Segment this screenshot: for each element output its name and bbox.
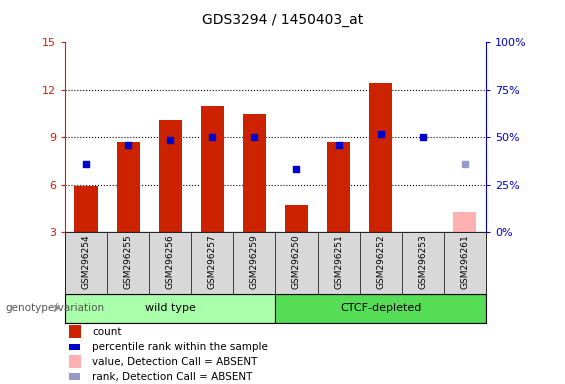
Bar — [69, 355, 81, 368]
Text: GSM296256: GSM296256 — [166, 234, 175, 289]
Bar — [327, 142, 350, 232]
Bar — [276, 294, 486, 323]
Bar — [69, 344, 80, 350]
Bar — [69, 325, 81, 338]
Bar — [369, 83, 392, 232]
Point — [124, 142, 133, 148]
Point — [292, 166, 301, 172]
Text: rank, Detection Call = ABSENT: rank, Detection Call = ABSENT — [92, 372, 253, 382]
Text: GDS3294 / 1450403_at: GDS3294 / 1450403_at — [202, 13, 363, 27]
Point — [460, 161, 470, 167]
Text: count: count — [92, 327, 122, 337]
Bar — [285, 205, 308, 232]
Point — [81, 161, 90, 167]
Text: CTCF-depleted: CTCF-depleted — [340, 303, 421, 313]
Text: GSM296250: GSM296250 — [292, 234, 301, 289]
Text: GSM296259: GSM296259 — [250, 234, 259, 289]
Text: GSM296252: GSM296252 — [376, 234, 385, 289]
Text: GSM296253: GSM296253 — [418, 234, 427, 289]
Bar — [201, 106, 224, 232]
Text: GSM296255: GSM296255 — [124, 234, 133, 289]
Text: genotype/variation: genotype/variation — [6, 303, 105, 313]
Point — [208, 134, 217, 141]
Point — [418, 134, 427, 141]
Bar — [75, 186, 98, 232]
Bar — [65, 294, 276, 323]
Text: value, Detection Call = ABSENT: value, Detection Call = ABSENT — [92, 357, 258, 367]
Point — [250, 134, 259, 141]
Point — [166, 137, 175, 144]
Bar — [116, 142, 140, 232]
Bar — [453, 212, 476, 232]
Text: GSM296254: GSM296254 — [81, 234, 90, 289]
Bar — [69, 373, 80, 380]
Text: wild type: wild type — [145, 303, 195, 313]
Text: GSM296261: GSM296261 — [460, 234, 470, 289]
Text: GSM296257: GSM296257 — [208, 234, 217, 289]
Text: percentile rank within the sample: percentile rank within the sample — [92, 342, 268, 352]
Bar — [159, 120, 182, 232]
Point — [334, 142, 343, 148]
Point — [376, 131, 385, 137]
Bar — [243, 114, 266, 232]
Text: GSM296251: GSM296251 — [334, 234, 343, 289]
